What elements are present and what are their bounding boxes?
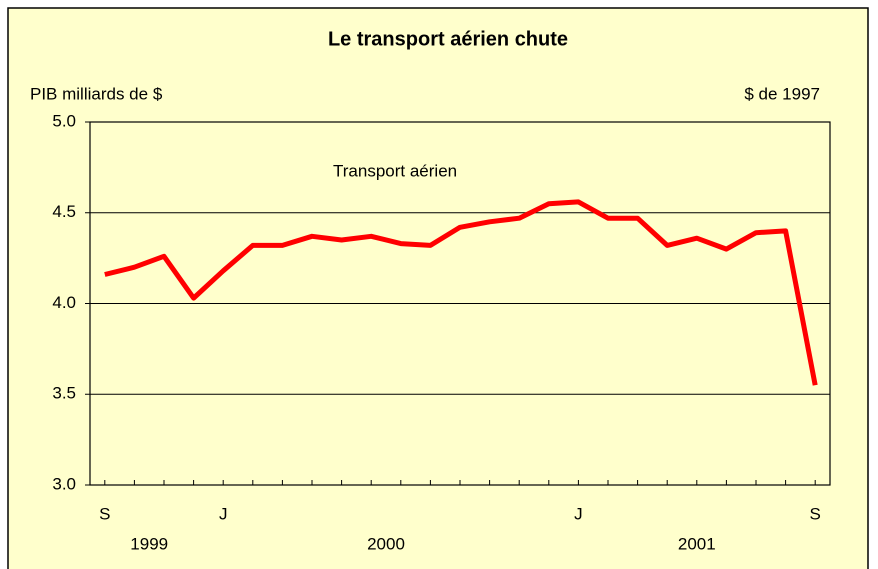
y-axis-label: PIB milliards de $ bbox=[30, 84, 163, 103]
y-tick-label: 4.0 bbox=[52, 293, 76, 312]
y-tick-label: 5.0 bbox=[52, 111, 76, 130]
x-group-label: 2000 bbox=[367, 534, 405, 553]
chart-title: Le transport aérien chute bbox=[328, 28, 568, 50]
y-tick-label: 3.5 bbox=[52, 384, 76, 403]
y-tick-label: 3.0 bbox=[52, 474, 76, 493]
y-tick-label: 4.5 bbox=[52, 202, 76, 221]
x-group-label: 1999 bbox=[130, 534, 168, 553]
x-tick-label: S bbox=[810, 504, 821, 523]
chart-background bbox=[7, 7, 869, 569]
x-tick-label: S bbox=[99, 504, 110, 523]
annotation: Transport aérien bbox=[333, 161, 457, 180]
data-line bbox=[104, 199, 818, 386]
x-group-label: 2001 bbox=[678, 534, 716, 553]
x-tick-label: J bbox=[219, 504, 228, 523]
x-tick-label: J bbox=[574, 504, 583, 523]
unit-note: $ de 1997 bbox=[744, 84, 820, 103]
